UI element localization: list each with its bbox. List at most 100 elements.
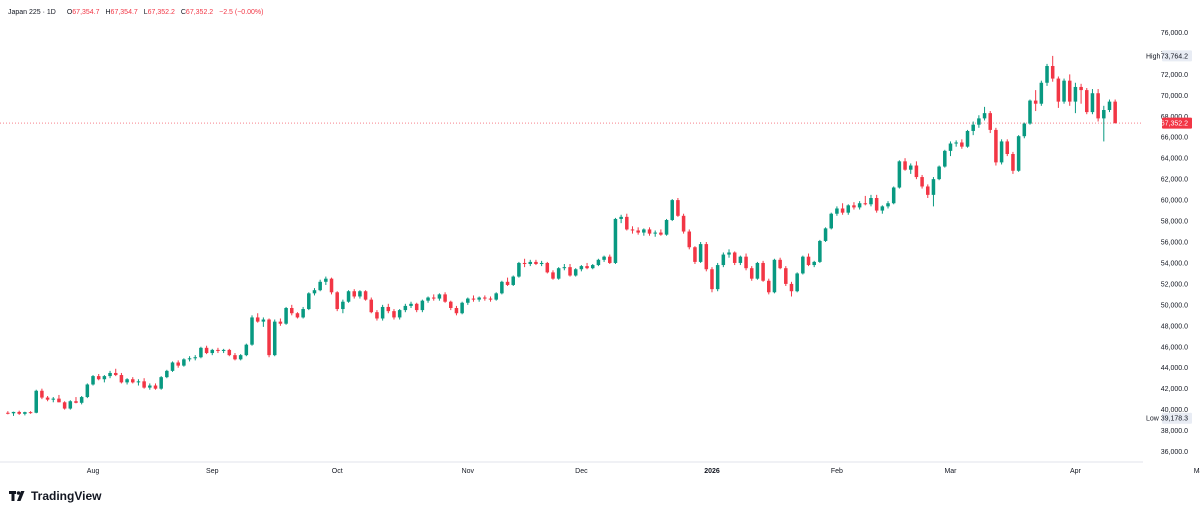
candle-body (170, 362, 175, 371)
candle (318, 279, 322, 292)
candle-body (488, 298, 493, 300)
candle (545, 261, 550, 274)
candle-body (443, 294, 447, 302)
candle-body (199, 347, 203, 358)
candle-body (647, 229, 652, 234)
candle (1045, 63, 1049, 86)
candle-body (585, 266, 589, 269)
candle-body (386, 306, 391, 312)
candle-body (449, 301, 453, 308)
candle-body (789, 283, 794, 292)
price-axis: 36,000.0 38,000.0 40,000.0 42,000.0 44,000.0… (1161, 30, 1188, 456)
low-value: 39,178.3 (1161, 416, 1188, 423)
candle-body (715, 265, 720, 290)
time-tick-label: Dec (575, 468, 588, 475)
candle (165, 369, 169, 379)
candle (210, 348, 215, 356)
candle-body (318, 281, 322, 291)
candle-body (380, 306, 385, 319)
candle (500, 280, 504, 295)
candle (835, 206, 839, 216)
candle (471, 295, 476, 302)
candle-body (977, 118, 981, 125)
candle-body (823, 228, 828, 241)
candle (1090, 89, 1095, 115)
candle-body (500, 281, 504, 294)
candle-body (908, 165, 913, 170)
candle (755, 261, 760, 280)
candle (698, 242, 703, 263)
candle (568, 264, 572, 277)
candle-body (176, 362, 180, 366)
candle (579, 265, 584, 272)
candle-body (505, 281, 510, 285)
candle-body (943, 150, 947, 167)
candle (801, 255, 805, 275)
candle (483, 295, 487, 301)
candle (965, 129, 970, 148)
candle-body (676, 200, 680, 216)
candle (636, 227, 640, 235)
candle-body (51, 398, 56, 400)
candle-body (420, 300, 425, 311)
candle (840, 203, 845, 215)
candle-body (619, 216, 623, 219)
candle (982, 106, 987, 121)
tradingview-brand[interactable]: TradingView (9, 489, 101, 503)
candle-body (255, 317, 260, 322)
candle-body (988, 113, 992, 130)
candle-body (738, 256, 743, 263)
tradingview-logo-icon (9, 491, 25, 501)
candle-body (136, 381, 141, 383)
candle (397, 309, 402, 320)
candle (812, 260, 816, 268)
time-tick-label: Apr (1070, 468, 1082, 475)
candle (187, 356, 192, 362)
candle-body (284, 308, 288, 324)
candle-body (238, 355, 243, 360)
price-tick-label: 50,000.0 (1161, 302, 1188, 309)
candle-body (801, 256, 805, 274)
candle-body (806, 256, 811, 266)
candle-body (204, 347, 209, 354)
close-label: C (180, 9, 186, 16)
candle (159, 376, 163, 390)
close-value: 67,352.2 (185, 9, 214, 16)
candle (295, 312, 300, 319)
candle-body (165, 370, 169, 378)
candle-body (403, 305, 408, 311)
candle-body (704, 244, 709, 270)
candle-body (795, 273, 799, 292)
candle (795, 272, 799, 293)
change-value: −2.5 (−0.00%) (219, 9, 264, 16)
candle-body (216, 349, 220, 351)
candle-body (596, 259, 601, 266)
candle (891, 186, 896, 205)
candle (761, 260, 765, 282)
candle-body (880, 206, 885, 211)
candle (954, 140, 958, 147)
candle-body (85, 384, 90, 398)
candle-body (17, 411, 21, 414)
candle (91, 375, 95, 386)
brand-name: TradingView (31, 489, 102, 503)
candle (329, 277, 334, 295)
candle (431, 294, 436, 301)
candle (528, 259, 533, 267)
candle (687, 229, 692, 250)
candle-body (840, 208, 845, 213)
candle (630, 226, 635, 234)
candle (772, 258, 777, 294)
candle (68, 400, 73, 410)
candle-body (1073, 86, 1078, 102)
candle-body (295, 313, 300, 318)
candle-body (1039, 82, 1044, 104)
candle (908, 163, 913, 174)
candle (1073, 82, 1078, 114)
candle (1085, 88, 1089, 115)
candle-body (517, 262, 521, 277)
candle-body (125, 379, 129, 383)
candle (977, 115, 981, 128)
candle (994, 127, 998, 166)
